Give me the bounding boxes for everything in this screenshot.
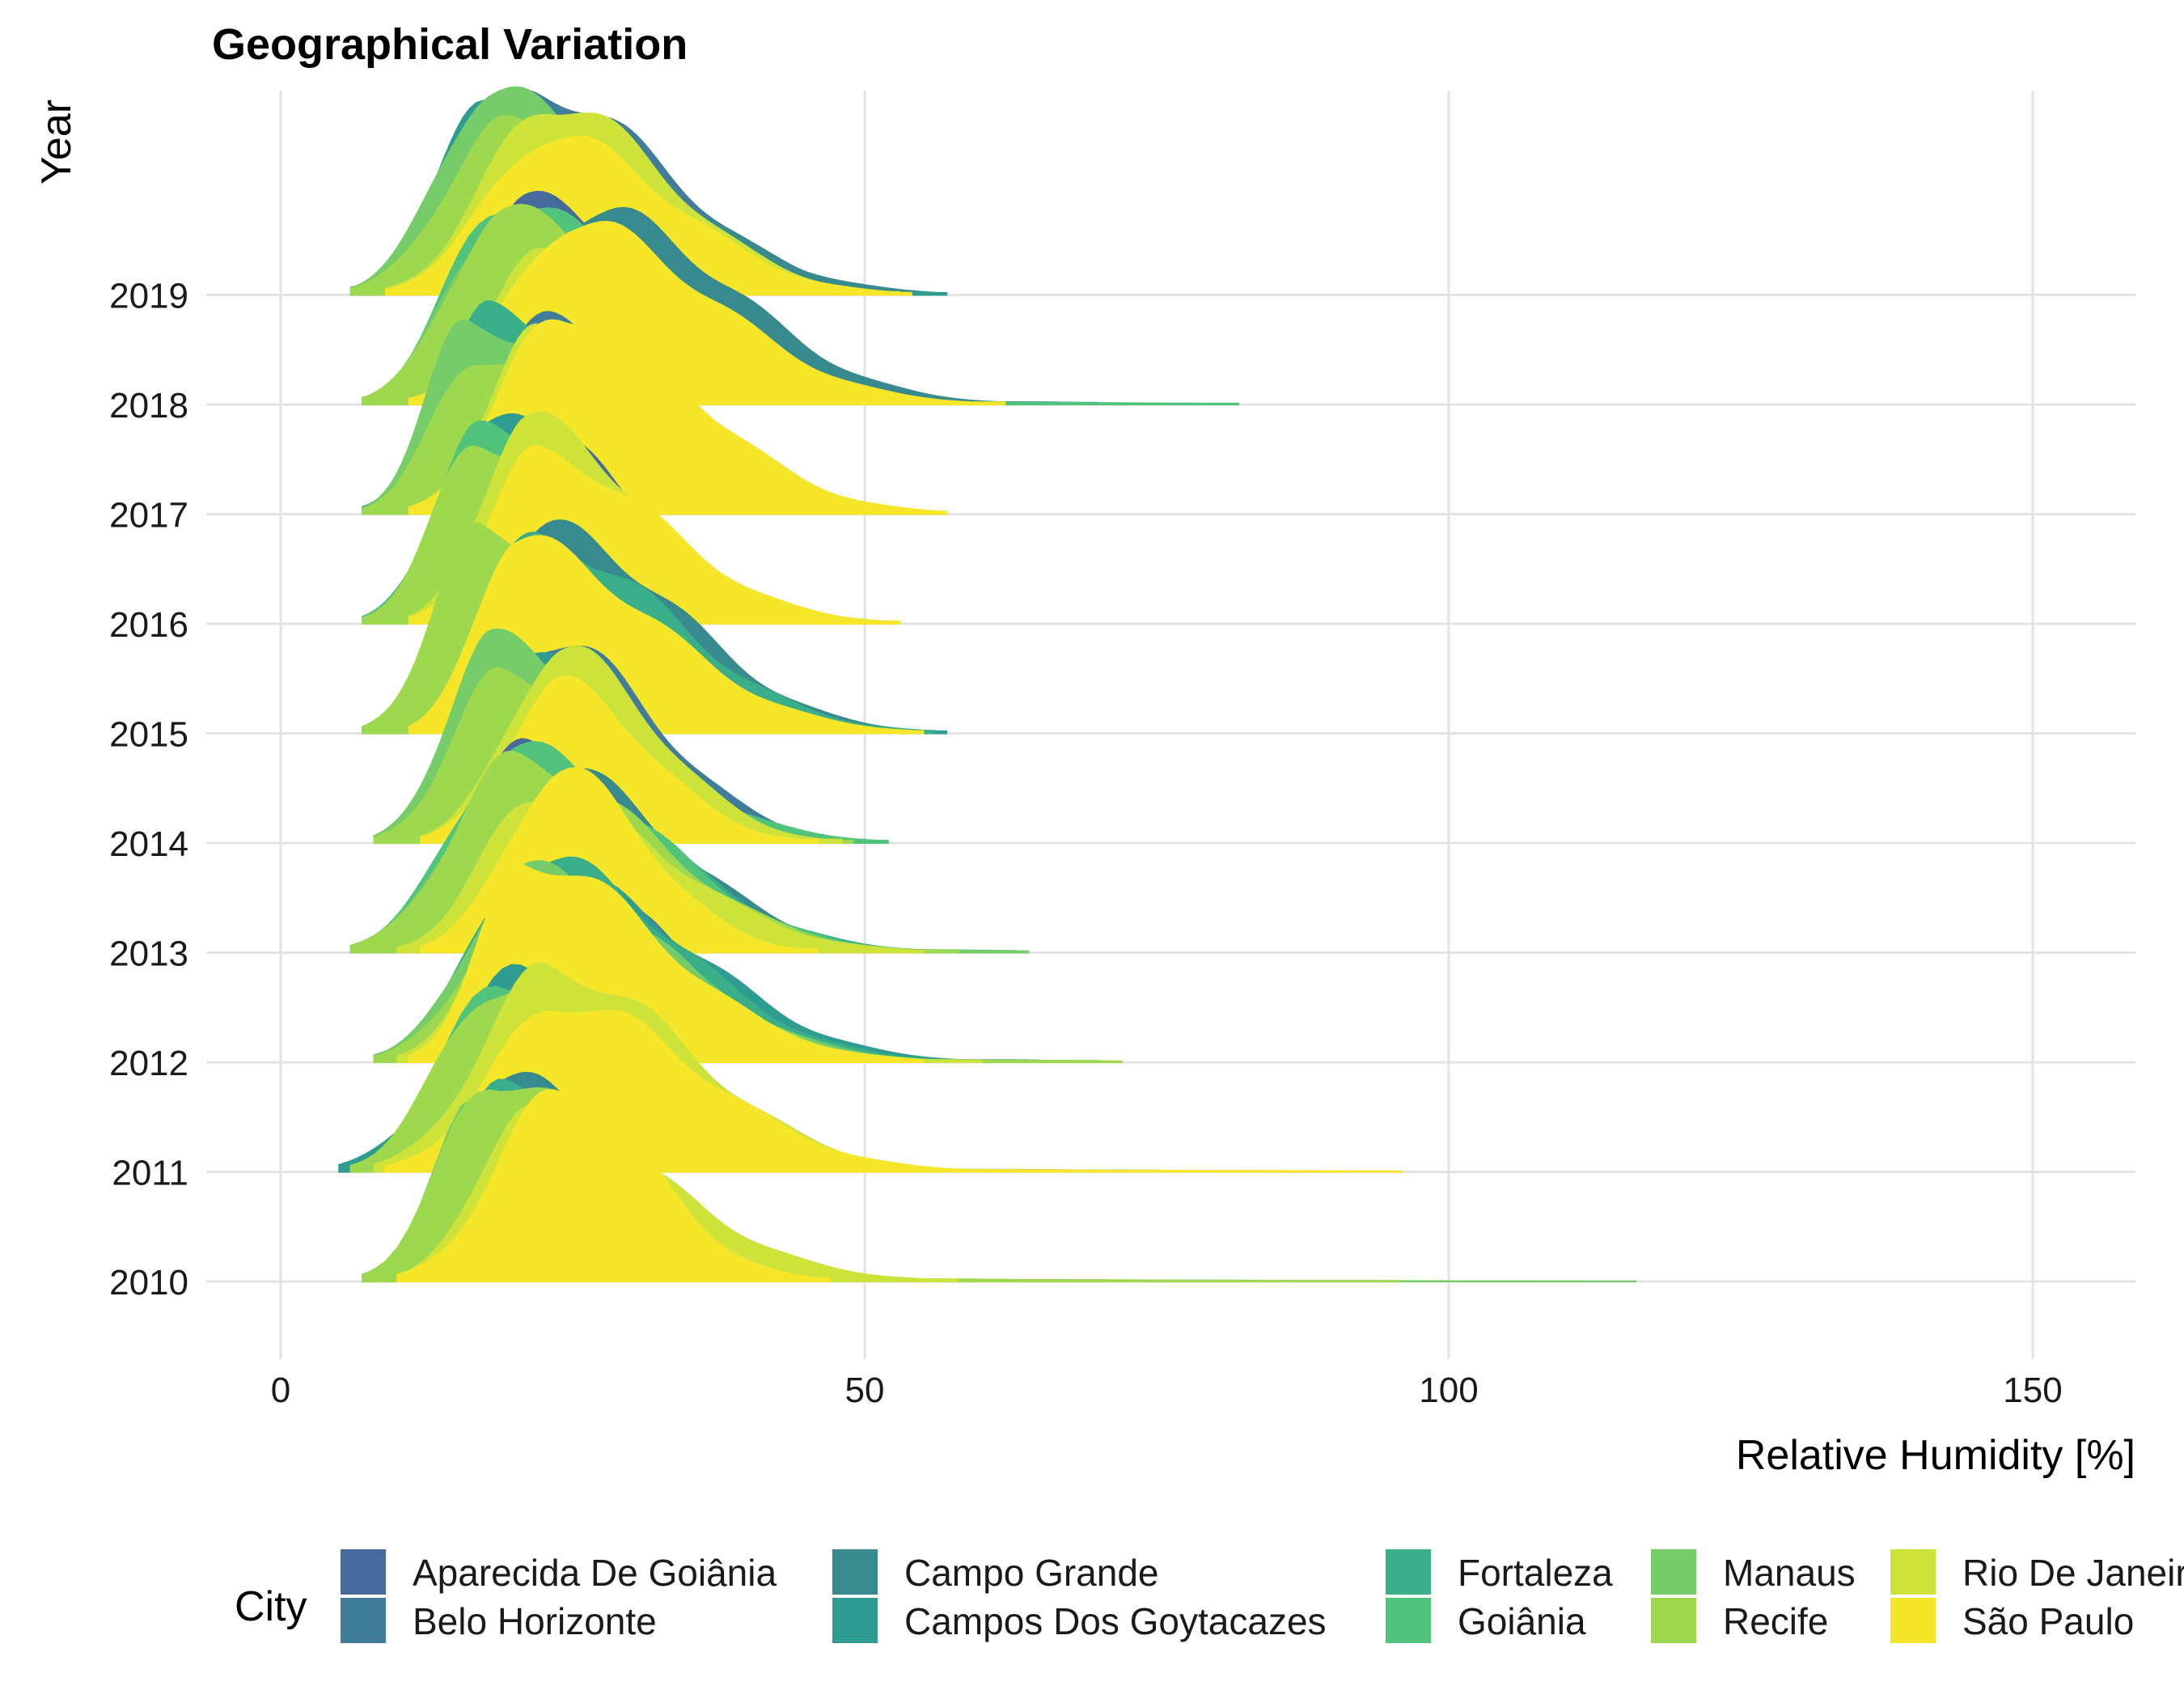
- y-tick-label: 2011: [112, 1154, 188, 1193]
- y-tick-label: 2017: [109, 496, 188, 536]
- ridge-s-o-paulo-2011: [385, 1009, 1403, 1173]
- x-tick-label: 100: [1419, 1370, 1478, 1410]
- x-tick-label: 0: [271, 1370, 290, 1410]
- legend-key: [1649, 1596, 1698, 1645]
- y-tick-label: 2015: [109, 715, 188, 755]
- y-tick-labels: 2010 2011 2012 2013 2014 2015 2016 2017 2018 2019: [109, 277, 188, 1303]
- x-tick-label: 150: [2003, 1370, 2062, 1410]
- legend-key: [339, 1596, 387, 1645]
- legend-label: Fortaleza: [1458, 1552, 1613, 1594]
- legend-label: Aparecida De Goiânia: [413, 1552, 777, 1594]
- y-tick-label: 2014: [109, 824, 188, 864]
- ridges: [338, 86, 1636, 1282]
- legend-label: São Paulo: [1962, 1600, 2134, 1642]
- y-tick-label: 2012: [109, 1044, 188, 1083]
- legend-key: [1889, 1596, 1937, 1645]
- legend-label: Belo Horizonte: [413, 1600, 657, 1642]
- y-tick-label: 2010: [109, 1263, 188, 1303]
- y-tick-label: 2019: [109, 277, 188, 316]
- legend-label: Campos Dos Goytacazes: [904, 1600, 1327, 1642]
- legend-title: City: [235, 1583, 307, 1630]
- legend-label: Campo Grande: [904, 1552, 1159, 1594]
- y-tick-label: 2018: [109, 386, 188, 426]
- legend-key: [339, 1548, 387, 1596]
- ridge-s-o-paulo-2010: [396, 1089, 831, 1282]
- ridge-year-2010: [362, 1071, 1636, 1282]
- y-tick-label: 2013: [109, 934, 188, 974]
- x-tick-labels: 0 50 100 150: [271, 1370, 2063, 1410]
- legend-key: [831, 1596, 879, 1645]
- chart-title: Geographical Variation: [212, 20, 688, 69]
- legend-label: Recife: [1723, 1600, 1828, 1642]
- y-tick-label: 2016: [109, 605, 188, 645]
- legend-key: [1384, 1596, 1433, 1645]
- legend-label: Rio De Janeiro: [1962, 1552, 2184, 1594]
- x-tick-label: 50: [845, 1370, 885, 1410]
- legend: City Aparecida De Goiânia Belo Horizonte C…: [235, 1548, 2184, 1645]
- legend-key: [1649, 1548, 1698, 1596]
- legend-label: Manaus: [1723, 1552, 1856, 1594]
- y-axis-title: Year: [33, 100, 80, 184]
- legend-key: [831, 1548, 879, 1596]
- legend-label: Goiânia: [1458, 1600, 1586, 1642]
- legend-key: [1384, 1548, 1433, 1596]
- x-axis-title: Relative Humidity [%]: [1736, 1432, 2135, 1479]
- legend-key: [1889, 1548, 1937, 1596]
